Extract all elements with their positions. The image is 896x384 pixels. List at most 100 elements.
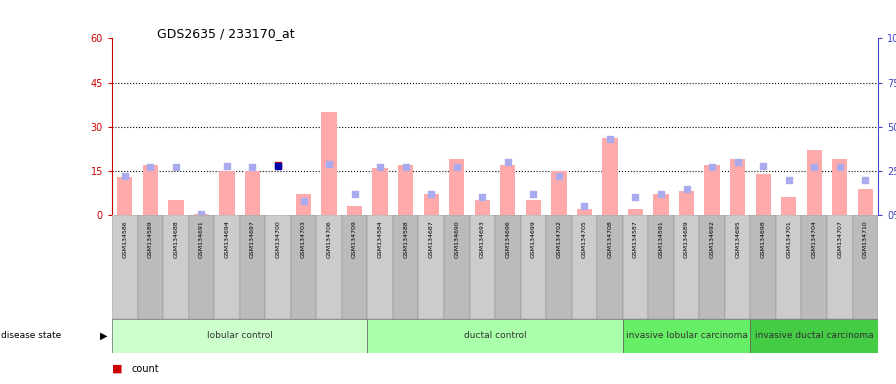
Bar xyxy=(398,165,413,215)
Point xyxy=(526,191,540,197)
Text: GSM134688: GSM134688 xyxy=(173,220,178,258)
Point xyxy=(858,177,873,183)
Text: ■: ■ xyxy=(112,364,123,374)
Bar xyxy=(857,189,873,215)
Bar xyxy=(322,112,337,215)
Point xyxy=(705,164,719,170)
Bar xyxy=(168,200,184,215)
Bar xyxy=(623,319,751,353)
Bar xyxy=(142,165,158,215)
Bar xyxy=(393,215,418,319)
Bar xyxy=(623,215,649,319)
Text: GSM134589: GSM134589 xyxy=(148,220,153,258)
Point xyxy=(424,191,438,197)
Bar xyxy=(725,215,751,319)
Point xyxy=(475,194,489,200)
Bar xyxy=(444,215,470,319)
Bar xyxy=(628,209,643,215)
Point xyxy=(399,164,413,170)
Bar xyxy=(572,215,597,319)
Point xyxy=(756,162,771,169)
Bar xyxy=(526,200,541,215)
Point xyxy=(271,162,285,168)
Text: GSM134586: GSM134586 xyxy=(122,220,127,258)
Text: GSM134699: GSM134699 xyxy=(530,220,536,258)
Bar xyxy=(827,215,853,319)
Text: GSM134591: GSM134591 xyxy=(659,220,664,258)
Bar xyxy=(290,215,316,319)
Bar xyxy=(117,177,133,215)
Bar xyxy=(781,197,797,215)
Bar xyxy=(373,168,388,215)
Point xyxy=(730,159,745,165)
Bar xyxy=(551,171,566,215)
Bar xyxy=(521,215,547,319)
Point xyxy=(501,159,515,165)
Text: GSM134691: GSM134691 xyxy=(199,220,204,258)
Bar xyxy=(806,150,822,215)
Text: invasive lobular carcinoma: invasive lobular carcinoma xyxy=(625,331,747,341)
Text: GSM134698: GSM134698 xyxy=(761,220,766,258)
Bar xyxy=(424,194,439,215)
Bar xyxy=(112,215,138,319)
Text: GSM134707: GSM134707 xyxy=(837,220,842,258)
Text: ▶: ▶ xyxy=(100,331,108,341)
Bar xyxy=(245,171,260,215)
Bar xyxy=(342,215,367,319)
Point xyxy=(654,191,668,197)
Text: GSM134710: GSM134710 xyxy=(863,220,868,258)
Point xyxy=(168,164,183,170)
Text: GSM134706: GSM134706 xyxy=(326,220,332,258)
Text: GSM134689: GSM134689 xyxy=(684,220,689,258)
Bar xyxy=(220,171,235,215)
Bar xyxy=(602,139,617,215)
Point xyxy=(246,164,260,170)
Bar xyxy=(547,215,572,319)
Text: GSM134696: GSM134696 xyxy=(505,220,511,258)
Bar xyxy=(679,192,694,215)
Text: GSM134584: GSM134584 xyxy=(377,220,383,258)
Point xyxy=(117,173,132,179)
Text: GSM134695: GSM134695 xyxy=(735,220,740,258)
Bar xyxy=(674,215,699,319)
Point xyxy=(322,161,336,167)
Bar xyxy=(598,215,623,319)
Text: ductal control: ductal control xyxy=(464,331,526,341)
Text: GSM134694: GSM134694 xyxy=(224,220,229,258)
Bar xyxy=(347,206,362,215)
Point xyxy=(450,164,464,170)
Bar xyxy=(367,215,392,319)
Point xyxy=(781,177,796,183)
Bar xyxy=(194,214,209,215)
Text: count: count xyxy=(132,364,159,374)
Point xyxy=(577,203,591,209)
Bar xyxy=(802,215,827,319)
Point xyxy=(143,164,158,170)
Bar xyxy=(495,215,521,319)
Bar xyxy=(649,215,674,319)
Bar xyxy=(112,319,367,353)
Bar xyxy=(214,215,240,319)
Bar xyxy=(316,215,342,319)
Text: GSM134692: GSM134692 xyxy=(710,220,715,258)
Text: invasive ductal carcinoma: invasive ductal carcinoma xyxy=(755,331,874,341)
Bar xyxy=(853,215,878,319)
Bar xyxy=(296,194,311,215)
Bar xyxy=(470,215,495,319)
Text: GSM134701: GSM134701 xyxy=(786,220,791,258)
Text: GSM134704: GSM134704 xyxy=(812,220,817,258)
Point xyxy=(348,191,362,197)
Bar xyxy=(730,159,745,215)
Bar xyxy=(188,215,214,319)
Text: GSM134687: GSM134687 xyxy=(428,220,434,258)
Text: GSM134587: GSM134587 xyxy=(633,220,638,258)
Text: disease state: disease state xyxy=(1,331,61,341)
Bar xyxy=(704,165,719,215)
Bar xyxy=(240,215,265,319)
Bar xyxy=(367,319,623,353)
Text: GSM134697: GSM134697 xyxy=(250,220,255,258)
Point xyxy=(194,211,209,217)
Bar xyxy=(138,215,163,319)
Point xyxy=(220,162,234,169)
Bar xyxy=(751,215,776,319)
